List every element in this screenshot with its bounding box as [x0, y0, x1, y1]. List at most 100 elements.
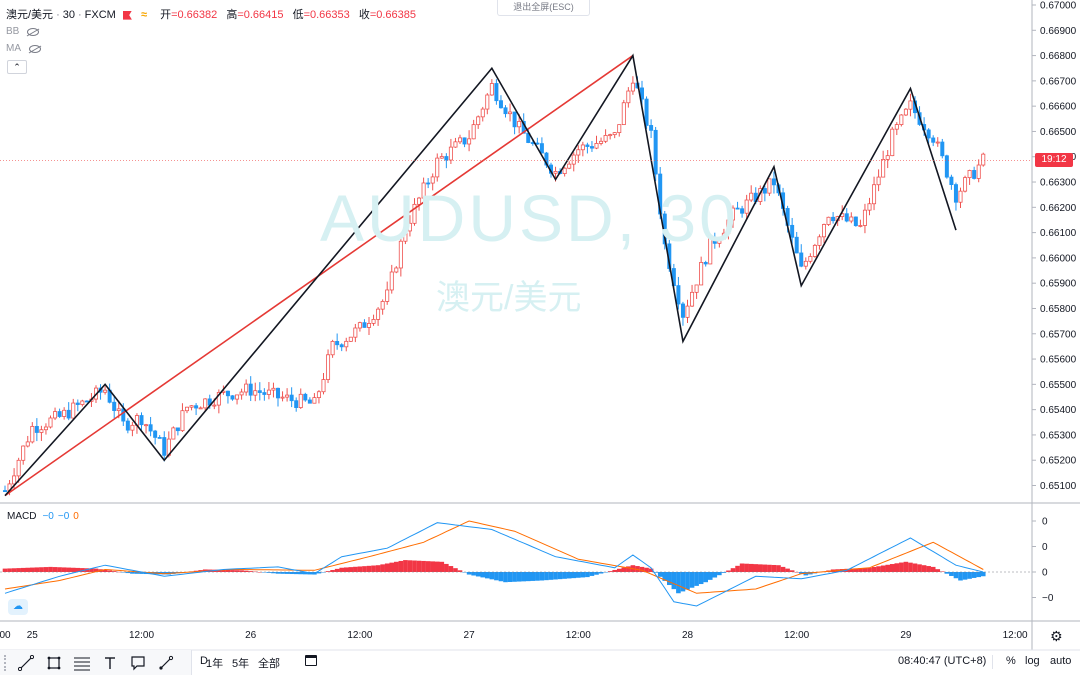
macd-hist-bar	[243, 570, 249, 572]
macd-legend[interactable]: MACD −0 −0 0	[7, 511, 79, 522]
candle-body	[808, 256, 813, 262]
macd-hist-bar	[689, 572, 695, 588]
candle-body	[80, 400, 85, 405]
candle-body	[608, 134, 613, 137]
callout-tool-icon[interactable]	[128, 653, 148, 673]
interval[interactable]: 30	[62, 9, 75, 21]
macd-hist-bar	[717, 572, 722, 576]
range-5y[interactable]: 5年	[232, 658, 250, 670]
candle-body	[976, 164, 981, 179]
candle-body	[239, 391, 244, 396]
macd-hist-bar	[958, 572, 963, 581]
eye-hidden-icon[interactable]	[29, 44, 41, 53]
candle-body	[903, 108, 908, 116]
range-1y[interactable]: 1年	[206, 658, 224, 670]
clock-time[interactable]: 08:40:47 (UTC+8)	[898, 655, 987, 667]
macd-hist-bar	[512, 572, 517, 582]
bottom-toolbar: D 1年 5年 全部 08:40:47 (UTC+8) % log auto	[0, 650, 1080, 675]
wave-icon[interactable]: ≈	[140, 9, 147, 21]
macd-hist-bar	[230, 570, 235, 572]
brush-tool-icon[interactable]	[156, 653, 176, 673]
auto-toggle[interactable]: auto	[1050, 655, 1072, 667]
candle-body	[84, 400, 89, 403]
candle-body	[940, 141, 945, 157]
candle-body	[489, 83, 494, 96]
macd-hist-bar	[685, 572, 690, 590]
candle-body	[749, 192, 754, 201]
text-tool-icon[interactable]	[100, 653, 120, 673]
macd-hist-bar	[735, 565, 740, 572]
fib-tool-icon[interactable]	[72, 653, 92, 673]
candle-body	[498, 100, 503, 109]
macd-tick-label: 0	[1042, 568, 1048, 579]
macd-hist-bar	[621, 567, 627, 572]
range-all[interactable]: 全部	[258, 658, 280, 670]
macd-hist-bar	[899, 562, 904, 572]
macd-hist-bar	[330, 570, 335, 572]
calendar-icon[interactable]	[305, 655, 317, 666]
macd-hist-bar	[544, 572, 549, 581]
macd-hist-bar	[293, 572, 299, 575]
symbol-legend[interactable]: 澳元/美元 · 30 · FXCM ≈ 开=0.66382 高=0.66415 低=0.…	[6, 6, 422, 22]
macd-hist-bar	[7, 568, 12, 572]
indicator-ma[interactable]: MA	[6, 43, 41, 54]
candle-body	[130, 424, 135, 431]
trend-line-tool-icon[interactable]	[16, 653, 36, 673]
eye-hidden-icon[interactable]	[27, 27, 40, 36]
indicator-bb[interactable]: BB	[6, 26, 40, 37]
exit-fullscreen-button[interactable]: 退出全屏(ESC)	[497, 0, 590, 16]
macd-hist-bar	[762, 564, 768, 572]
macd-hist-bar	[776, 565, 781, 572]
macd-hist-bar	[876, 566, 881, 572]
candle-body	[417, 197, 422, 205]
macd-hist-bar	[767, 564, 772, 572]
tradingview-logo-icon[interactable]: ☁	[8, 599, 28, 615]
macd-hist-bar	[858, 568, 863, 572]
percent-toggle[interactable]: %	[1006, 655, 1016, 667]
price-tick-label: 0.66700	[1040, 76, 1077, 87]
macd-hist-bar	[494, 572, 499, 581]
symbol-name[interactable]: 澳元/美元	[6, 9, 54, 21]
candle-body	[121, 408, 126, 422]
rectangle-tool-icon[interactable]	[44, 653, 64, 673]
macd-hist-bar	[221, 569, 226, 572]
macd-hist-bar	[971, 572, 977, 578]
candle-body	[66, 409, 71, 419]
candle-body	[626, 90, 631, 104]
macd-value: −0	[42, 511, 54, 522]
candle-body	[799, 252, 804, 267]
candle-body	[503, 107, 508, 115]
macd-hist-bar	[489, 572, 495, 580]
price-tick-label: 0.66900	[1040, 26, 1077, 37]
candle-body	[831, 216, 836, 222]
range-d[interactable]: D	[200, 655, 208, 667]
log-toggle[interactable]: log	[1025, 655, 1040, 667]
flag-icon[interactable]	[122, 10, 132, 20]
macd-hist-bar	[70, 567, 76, 572]
candle-body	[699, 262, 704, 286]
candle-body	[803, 260, 808, 267]
macd-hist-bar	[926, 566, 931, 572]
candle-body	[39, 429, 44, 433]
candle-body	[858, 225, 863, 227]
candle-body	[822, 224, 827, 238]
macd-hist-bar	[498, 572, 504, 582]
price-tick-label: 0.65900	[1040, 279, 1077, 290]
macd-hist-bar	[257, 572, 263, 573]
macd-hist-bar	[908, 562, 913, 572]
macd-hist-bar	[867, 567, 872, 572]
macd-hist-bar	[234, 570, 240, 572]
macd-hist-bar	[748, 563, 754, 572]
collapse-legend-button[interactable]: ⌃	[7, 60, 27, 74]
candle-body	[476, 116, 481, 126]
grip-icon[interactable]	[4, 654, 8, 671]
candle-body	[589, 146, 594, 149]
candle-body	[958, 190, 963, 203]
candle-body	[603, 135, 608, 142]
gear-icon[interactable]: ⚙	[1050, 628, 1063, 644]
price-tick-label: 0.65300	[1040, 430, 1077, 441]
macd-hist-value: 0	[73, 511, 79, 522]
macd-hist-bar	[339, 567, 344, 572]
